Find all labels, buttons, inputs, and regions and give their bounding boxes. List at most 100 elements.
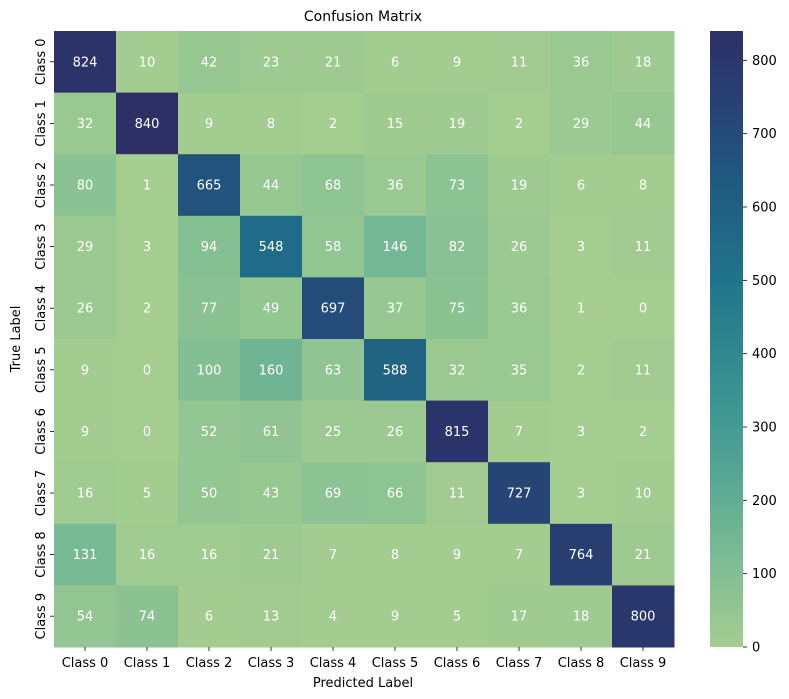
heatmap-cell <box>364 585 427 648</box>
x-tick-label: Class 9 <box>620 656 667 671</box>
heatmap-cell <box>302 523 365 586</box>
cell-value-label: 7 <box>515 548 523 563</box>
cell-value-label: 9 <box>81 363 89 378</box>
x-tick-label: Class 4 <box>310 656 357 671</box>
cell-value-label: 58 <box>325 240 342 255</box>
heatmap-cell <box>550 92 613 155</box>
heatmap-cell <box>488 462 551 525</box>
cell-value-label: 9 <box>391 610 399 625</box>
heatmap-cell <box>240 339 303 402</box>
heatmap-cell <box>116 31 179 94</box>
heatmap-cell <box>550 339 613 402</box>
heatmap-cell <box>488 277 551 340</box>
cell-value-label: 16 <box>77 487 94 502</box>
heatmap-cell <box>364 154 427 217</box>
heatmap-cell <box>550 31 613 94</box>
cell-value-label: 665 <box>197 179 222 194</box>
heatmap-cell <box>116 400 179 463</box>
cell-value-label: 160 <box>259 363 284 378</box>
heatmap-cell <box>550 585 613 648</box>
cell-value-label: 9 <box>453 548 461 563</box>
cell-value-label: 54 <box>77 610 94 625</box>
heatmap-cell <box>550 462 613 525</box>
cell-value-label: 18 <box>635 55 652 70</box>
x-tick-label: Class 0 <box>62 656 109 671</box>
heatmap-cell <box>426 462 489 525</box>
heatmap-cell <box>302 400 365 463</box>
heatmap-cell <box>364 31 427 94</box>
cell-value-label: 1 <box>577 302 585 317</box>
colorbar-tick-label: 500 <box>752 274 777 289</box>
cell-value-label: 0 <box>143 363 151 378</box>
cell-value-label: 6 <box>577 179 585 194</box>
cell-value-label: 764 <box>569 548 594 563</box>
y-tick-label: Class 2 <box>34 162 49 209</box>
cell-value-label: 800 <box>631 610 656 625</box>
heatmap-cell <box>488 523 551 586</box>
heatmap-cell <box>302 92 365 155</box>
cell-value-label: 63 <box>325 363 342 378</box>
cell-value-label: 19 <box>449 117 466 132</box>
heatmap-cell <box>612 31 675 94</box>
colorbar-tick-label: 0 <box>752 641 760 656</box>
cell-value-label: 9 <box>81 425 89 440</box>
cell-value-label: 100 <box>197 363 222 378</box>
heatmap-cell <box>302 31 365 94</box>
cell-value-label: 43 <box>263 487 280 502</box>
y-axis-label: True Label <box>9 306 24 374</box>
heatmap-cell <box>178 92 241 155</box>
cell-value-label: 75 <box>449 302 466 317</box>
heatmap-cell <box>426 523 489 586</box>
heatmap-cell <box>550 523 613 586</box>
cell-value-label: 6 <box>205 610 213 625</box>
heatmap-cell <box>364 215 427 278</box>
heatmap-cell <box>426 400 489 463</box>
cell-value-label: 82 <box>449 240 466 255</box>
heatmap-cell <box>488 92 551 155</box>
heatmap-cell <box>612 523 675 586</box>
heatmap-cell <box>364 277 427 340</box>
cell-value-label: 3 <box>143 240 151 255</box>
heatmap-cell <box>302 585 365 648</box>
cell-value-label: 35 <box>511 363 528 378</box>
heatmap-cell <box>612 277 675 340</box>
heatmap-cell <box>178 462 241 525</box>
cell-value-label: 8 <box>639 179 647 194</box>
x-tick-label: Class 2 <box>186 656 233 671</box>
heatmap-cell <box>54 585 117 648</box>
cell-value-label: 10 <box>635 487 652 502</box>
cell-value-label: 5 <box>143 487 151 502</box>
cell-value-label: 2 <box>143 302 151 317</box>
heatmap-cell <box>240 400 303 463</box>
colorbar-tick-label: 600 <box>752 201 777 216</box>
cell-value-label: 21 <box>325 55 342 70</box>
x-axis: Class 0 Class 1 Class 2 Class 3 Class 4 Class… <box>62 647 667 671</box>
cell-value-label: 10 <box>139 55 156 70</box>
cell-value-label: 16 <box>139 548 156 563</box>
cell-value-label: 7 <box>515 425 523 440</box>
cell-value-label: 69 <box>325 487 342 502</box>
cell-value-label: 2 <box>515 117 523 132</box>
cell-value-label: 32 <box>77 117 94 132</box>
heatmap-cell <box>240 523 303 586</box>
cell-value-label: 727 <box>507 487 532 502</box>
cell-value-label: 32 <box>449 363 466 378</box>
heatmap-cell <box>178 339 241 402</box>
cell-value-label: 11 <box>635 240 652 255</box>
heatmap-cell <box>550 154 613 217</box>
y-tick-label: Class 0 <box>34 38 49 85</box>
cell-value-label: 25 <box>325 425 342 440</box>
heatmap-cell <box>488 400 551 463</box>
chart-title: Confusion Matrix <box>304 9 422 25</box>
heatmap-cell <box>178 154 241 217</box>
colorbar-ticks: 0 100 200 300 400 500 600 700 800 <box>743 54 777 656</box>
cell-value-label: 697 <box>321 302 346 317</box>
cell-value-label: 131 <box>73 548 98 563</box>
heatmap-cell <box>178 215 241 278</box>
cell-value-label: 0 <box>143 425 151 440</box>
heatmap-cell <box>116 154 179 217</box>
heatmap-cell <box>612 462 675 525</box>
heatmap-cell <box>178 31 241 94</box>
heatmap-cell <box>612 339 675 402</box>
heatmap-cell <box>240 462 303 525</box>
